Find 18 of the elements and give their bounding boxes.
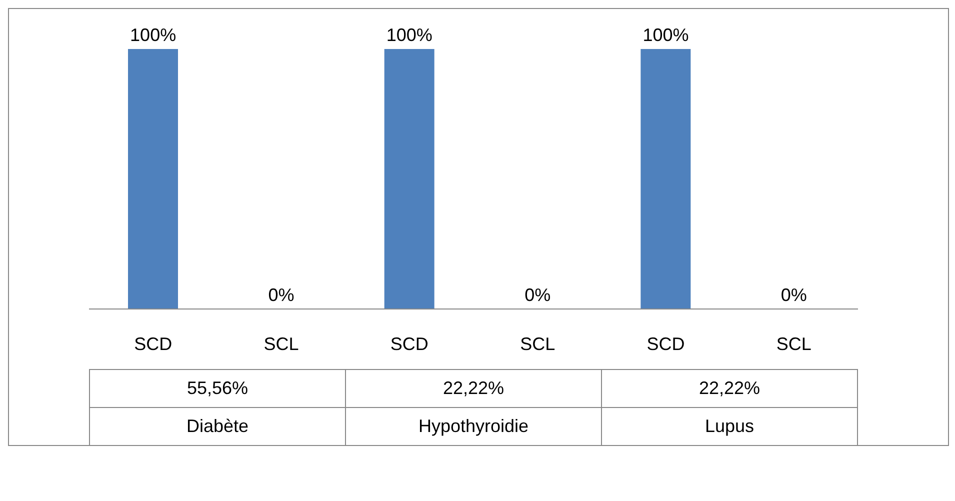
text: 22,22%	[346, 370, 601, 408]
x-tick-label: SCD	[646, 334, 685, 354]
x-tick-label: SCD	[134, 334, 172, 354]
text: 22,22%	[602, 370, 857, 408]
data-label: 100%	[130, 25, 176, 45]
text: Lupus	[704, 415, 756, 438]
x-tick-label: SCL	[520, 334, 556, 354]
data-label: 100%	[386, 25, 432, 45]
data-label: 100%	[642, 25, 689, 45]
text: Hypothyroidie	[417, 415, 530, 438]
data-label: 0%	[268, 285, 294, 305]
text: 55,56%	[90, 370, 345, 408]
data-label: 0%	[780, 285, 807, 305]
x-tick-label: SCL	[264, 334, 299, 354]
x-tick-label: SCL	[776, 334, 812, 354]
text: Diabète	[185, 415, 250, 438]
x-tick-label: SCD	[390, 334, 428, 354]
data-label: 0%	[524, 285, 551, 305]
